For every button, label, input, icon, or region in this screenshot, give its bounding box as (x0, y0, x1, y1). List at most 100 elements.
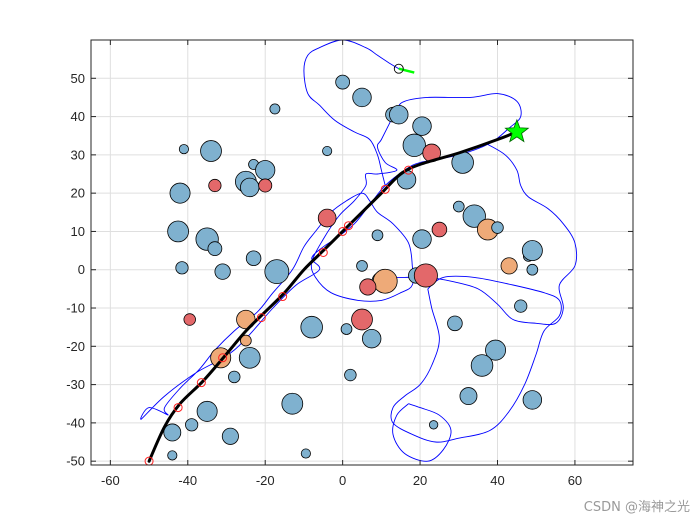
waypoint-marker (380, 184, 390, 194)
path-waypoints (144, 165, 413, 466)
planned-path (147, 130, 519, 463)
obstacle-circle (459, 387, 478, 405)
waypoint-marker (196, 378, 206, 388)
waypoint-marker (318, 248, 328, 257)
x-tick-label: -20 (256, 473, 275, 488)
obstacle-circle (352, 87, 372, 108)
obstacle-circle (240, 177, 260, 198)
y-tick-label: 40 (71, 109, 85, 124)
y-tick-label: -10 (66, 301, 85, 316)
contour-line (303, 39, 400, 186)
obstacle-circle (221, 427, 239, 445)
waypoint-marker (403, 165, 413, 175)
obstacle-circle (514, 299, 528, 313)
obstacle-circle (412, 229, 432, 249)
y-tick-label: 50 (71, 71, 85, 86)
obstacle-circle (258, 178, 273, 193)
obstacle-circle (281, 392, 304, 415)
obstacle-circle (238, 346, 261, 369)
obstacle-circle (389, 104, 409, 125)
y-tick-label: 10 (71, 224, 85, 239)
obstacle-circle (470, 354, 494, 377)
obstacle-circle (413, 263, 438, 288)
obstacle-circle (335, 74, 351, 90)
obstacle-circle (361, 328, 382, 349)
obstacle-circle (462, 204, 486, 228)
obstacle-circle (351, 308, 373, 331)
obstacle-circle (255, 160, 276, 181)
waypoint-marker (343, 221, 353, 231)
obstacle-circle (485, 339, 507, 361)
obstacle-circle (214, 263, 231, 280)
watermark-text: CSDN @海神之光 (583, 500, 690, 515)
obstacle-circle (447, 315, 463, 332)
waypoint-marker (278, 292, 288, 302)
obstacle-circle (264, 259, 290, 285)
obstacle-circle (428, 420, 439, 430)
x-tick-label: 0 (339, 473, 346, 488)
contour-line (390, 275, 562, 443)
axes-background (91, 40, 633, 465)
obstacle-circle (356, 260, 368, 272)
goal-star-marker (504, 118, 530, 143)
x-tick-label: 60 (568, 473, 582, 488)
obstacle-circle (163, 423, 182, 442)
y-tick-label: -50 (66, 454, 85, 469)
obstacle-circle (322, 145, 333, 157)
waypoint-marker (218, 353, 228, 363)
y-tick-label: 30 (71, 147, 85, 162)
obstacle-circle (185, 418, 199, 432)
obstacle-circle (167, 450, 178, 461)
path-line (147, 130, 519, 463)
obstacle-circle (452, 200, 465, 213)
obstacle-circle (359, 278, 377, 296)
obstacle-circle (208, 178, 222, 193)
x-tick-label: 40 (490, 473, 504, 488)
obstacle-circle (500, 257, 518, 275)
obstacle-circle (317, 208, 337, 228)
obstacle-circle (412, 116, 432, 136)
obstacle-circle (300, 315, 323, 339)
obstacle-circle (340, 323, 353, 335)
waypoint-marker (173, 403, 183, 413)
obstacle-circle (522, 390, 543, 410)
contour-line (389, 143, 578, 326)
obstacle-circle (526, 263, 539, 276)
obstacle-circle (371, 229, 384, 242)
obstacle-circle (196, 400, 218, 422)
obstacle-circle (167, 220, 189, 243)
obstacle-circle (431, 221, 448, 238)
obstacle-circle (245, 250, 262, 266)
obstacle-circle (372, 268, 398, 294)
waypoint-marker (256, 313, 266, 323)
obstacle-circle (200, 140, 222, 162)
y-tick-label: -20 (66, 339, 85, 354)
y-tick-label: -40 (66, 415, 85, 430)
obstacle-circle (228, 370, 241, 384)
obstacle-circle (207, 241, 223, 257)
axes-box (90, 39, 634, 466)
obstacle-circle (402, 133, 426, 157)
obstacle-circle (300, 448, 311, 459)
y-tick-label: 0 (78, 262, 85, 277)
waypoint-marker (338, 226, 348, 236)
axis-ticks: -60 -40 -20 0 20 40 60 -50 -40 -30 -20 -10 0 10 20 30 40… (66, 40, 633, 488)
obstacle-circles (163, 74, 543, 461)
start-marker (393, 63, 404, 74)
obstacle-circle (183, 313, 196, 326)
obstacle-circle (178, 144, 189, 155)
start-heading-line (398, 67, 415, 74)
x-tick-label: -60 (101, 473, 120, 488)
start-goal-markers (393, 63, 530, 143)
obstacle-circle (240, 334, 252, 347)
obstacle-circle (344, 368, 357, 382)
contour-line (392, 403, 452, 462)
x-tick-label: -40 (178, 473, 197, 488)
x-tick-label: 20 (413, 473, 427, 488)
y-tick-label: -30 (66, 377, 85, 392)
obstacle-circle (521, 240, 543, 262)
obstacle-circle (175, 261, 189, 275)
obstacle-circle (169, 182, 191, 204)
plot-area: -60 -40 -20 0 20 40 60 -50 -40 -30 -20 -10 0 10 20 30 40… (66, 39, 634, 488)
